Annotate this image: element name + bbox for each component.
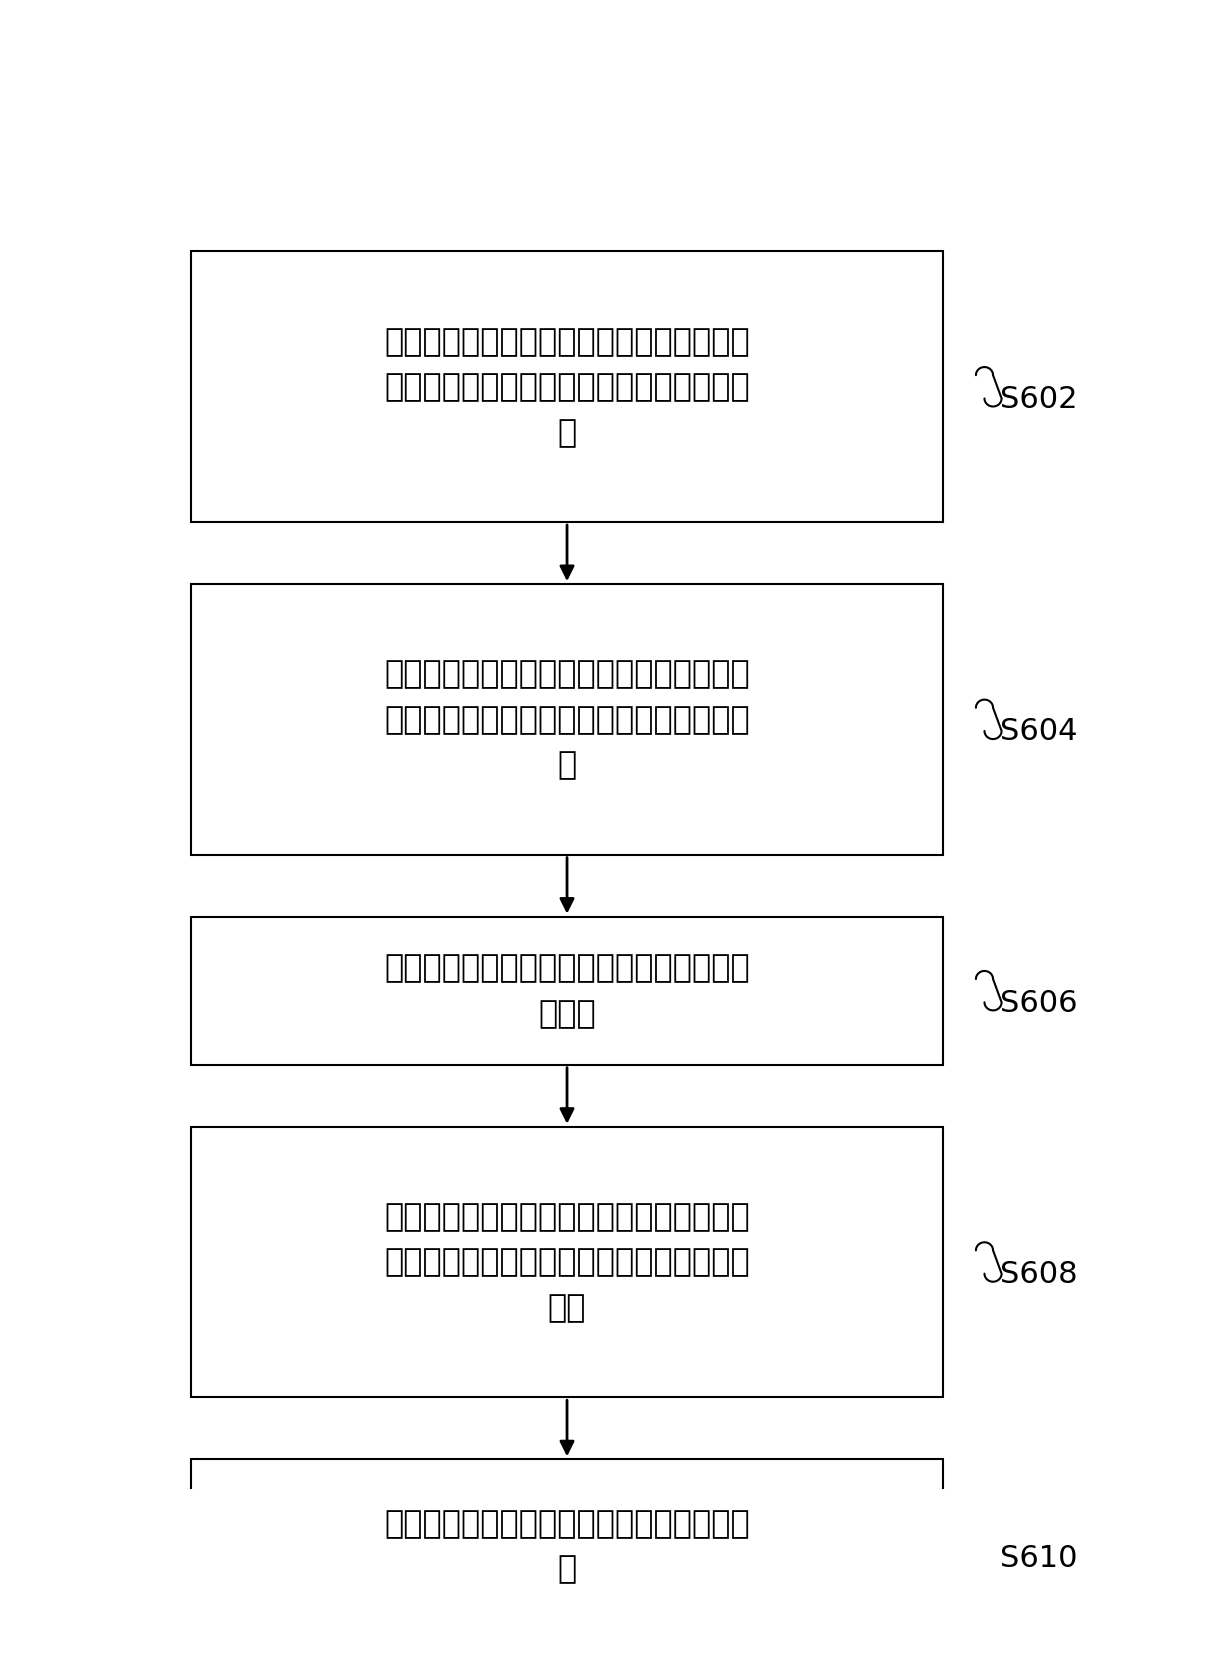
Bar (191, 253, 942, 522)
Text: 获取空调设备所处空间的室外环境数据，并
生成与上述室外环境数据对应的第二曲线数
据: 获取空调设备所处空间的室外环境数据，并 生成与上述室外环境数据对应的第二曲线数 … (384, 659, 750, 781)
Bar (191, 584, 942, 855)
Bar (191, 1128, 942, 1397)
Text: S604: S604 (1000, 718, 1077, 746)
Bar (191, 917, 942, 1066)
Text: 控制上述空调设备按照上述目标运行模式运
行: 控制上述空调设备按照上述目标运行模式运 行 (384, 1507, 750, 1584)
Text: 获取空调设备所处区域的天气预报数据，并
生成与上述天气预报数据对应的第一曲线数
据: 获取空调设备所处区域的天气预报数据，并 生成与上述天气预报数据对应的第一曲线数 … (384, 326, 750, 448)
Text: 确定上述第一曲线数据和上述第二曲线数据
的差异: 确定上述第一曲线数据和上述第二曲线数据 的差异 (384, 954, 750, 1029)
Bar (191, 1459, 942, 1633)
Text: S602: S602 (1000, 385, 1077, 413)
Text: 通过比较上述差异和预设值得到比较结果，
并确定与上述比较结果对应的上述目标运行
模式: 通过比较上述差异和预设值得到比较结果， 并确定与上述比较结果对应的上述目标运行 … (384, 1201, 750, 1323)
Text: S606: S606 (1000, 989, 1077, 1017)
Text: S610: S610 (1000, 1544, 1077, 1573)
Text: S608: S608 (1000, 1260, 1077, 1288)
